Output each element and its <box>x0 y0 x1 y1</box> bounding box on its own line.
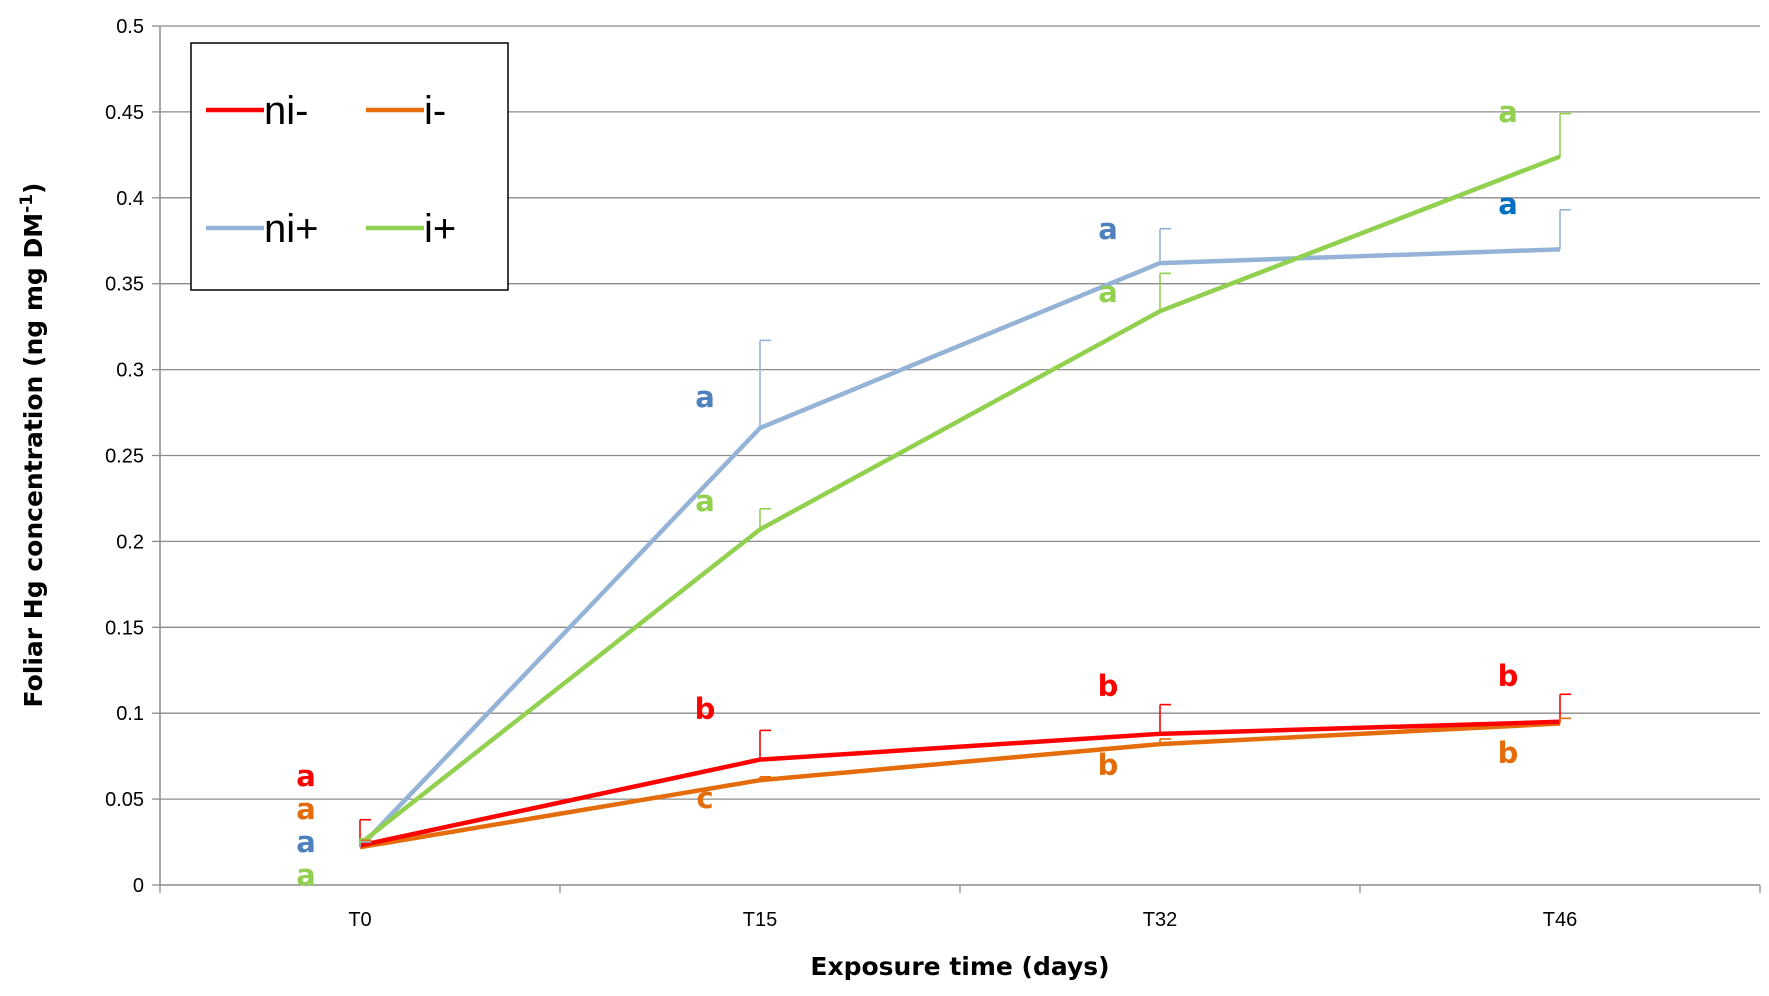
x-axis-title: Exposure time (days) <box>810 952 1109 981</box>
significance-letter: b <box>695 692 716 726</box>
significance-letter: b <box>1498 736 1519 770</box>
legend-label-i+: i+ <box>424 207 456 251</box>
x-tick-label: T46 <box>1543 909 1577 931</box>
y-tick-label: 0.25 <box>105 446 144 468</box>
x-tick-label: T32 <box>1143 909 1177 931</box>
x-tick-label: T15 <box>743 909 777 931</box>
y-tick-label: 0.2 <box>116 531 144 553</box>
legend-label-ni+: ni+ <box>264 207 319 251</box>
significance-letter: a <box>695 484 715 518</box>
legend-label-i-: i- <box>424 89 446 133</box>
y-tick-label: 0.3 <box>116 360 144 382</box>
significance-letter: a <box>296 759 316 793</box>
y-tick-label: 0.4 <box>116 188 144 210</box>
y-axis-title-suffix: ) <box>19 183 48 194</box>
significance-letter: c <box>696 781 713 815</box>
y-axis-title-main: Foliar Hg concentration (ng mg DM <box>19 213 48 708</box>
significance-letter: a <box>695 380 715 414</box>
significance-letter: b <box>1498 659 1519 693</box>
y-tick-label: 0.05 <box>105 789 144 811</box>
error-bars <box>359 112 1571 848</box>
y-tick-label: 0.5 <box>116 16 144 38</box>
significance-letter: b <box>1098 748 1119 782</box>
significance-letter: b <box>1098 669 1119 703</box>
series-lines <box>358 154 1561 850</box>
y-tick-label: 0.15 <box>105 617 144 639</box>
x-tick-labels: T0 T15 T32 T46 <box>348 909 1577 931</box>
legend-label-ni-: ni- <box>264 89 308 133</box>
series-line-ni- <box>359 719 1561 848</box>
series-line-i+ <box>358 154 1561 846</box>
y-axis-title-superscript: -1 <box>17 194 37 213</box>
significance-letter: a <box>296 825 316 859</box>
legend-box <box>190 42 509 291</box>
significance-letter: a <box>1098 212 1118 246</box>
significance-letter: a <box>1498 187 1518 221</box>
significance-letter: a <box>1498 95 1518 129</box>
significance-letter: a <box>296 792 316 826</box>
significance-letter: a <box>1098 275 1118 309</box>
y-tick-label: 0.35 <box>105 274 144 296</box>
y-tick-label: 0.45 <box>105 102 144 124</box>
legend: ni-i-ni+ i+ <box>190 42 509 291</box>
x-tick-label: T0 <box>348 909 371 931</box>
y-axis-title: Foliar Hg concentration (ng mg DM-1) <box>17 183 48 708</box>
significance-letter: a <box>296 858 316 892</box>
series-line-i- <box>359 721 1561 850</box>
y-tick-label: 0.1 <box>116 703 144 725</box>
axes <box>152 25 1761 893</box>
y-tick-labels: 0 0.05 0.1 0.15 0.2 0.25 0.3 0.35 0.4 0.45 0.5 <box>105 16 144 897</box>
series-line-ni+ <box>358 247 1561 849</box>
y-tick-label: 0 <box>133 875 144 897</box>
